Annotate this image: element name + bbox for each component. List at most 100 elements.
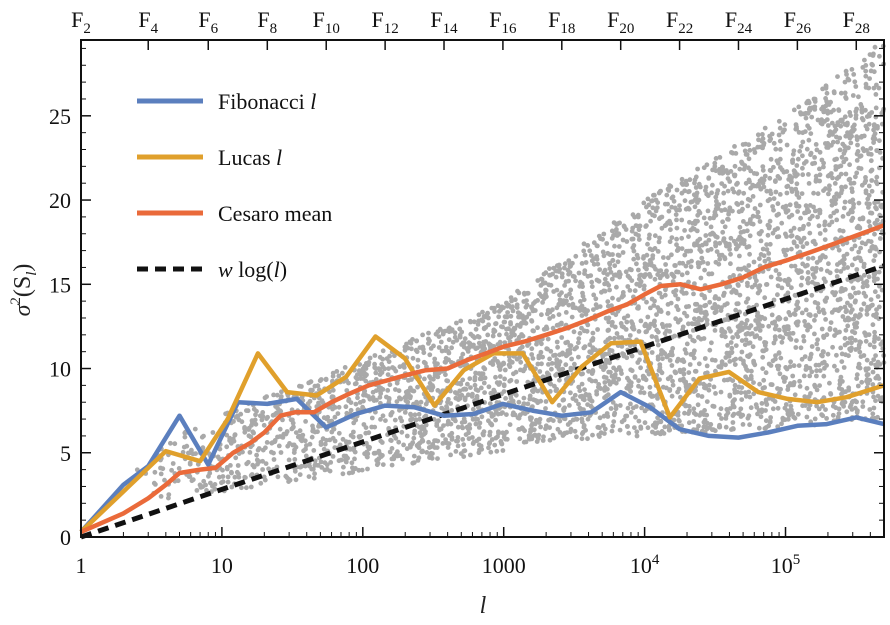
- scatter-point: [722, 256, 728, 262]
- scatter-point: [476, 450, 482, 456]
- scatter-point: [868, 297, 874, 302]
- scatter-point: [834, 134, 839, 140]
- scatter-point: [623, 227, 629, 232]
- scatter-point: [843, 184, 848, 190]
- scatter-point: [253, 412, 258, 418]
- scatter-point: [508, 321, 513, 327]
- scatter-point: [730, 399, 736, 405]
- scatter-point: [696, 423, 701, 429]
- scatter-point: [868, 146, 874, 151]
- scatter-point: [788, 359, 793, 365]
- scatter-point: [628, 380, 634, 386]
- scatter-point: [596, 382, 602, 387]
- scatter-point: [718, 389, 724, 395]
- scatter-point: [819, 106, 824, 112]
- scatter-point: [352, 449, 358, 455]
- scatter-point: [502, 319, 508, 325]
- scatter-point: [696, 361, 702, 367]
- scatter-point: [864, 357, 870, 363]
- scatter-point: [716, 364, 722, 370]
- scatter-point: [770, 320, 775, 326]
- scatter-point: [802, 210, 807, 216]
- scatter-point: [700, 242, 705, 248]
- scatter-point: [168, 440, 173, 446]
- scatter-point: [864, 311, 870, 317]
- scatter-point: [426, 341, 431, 346]
- scatter-point: [539, 312, 544, 318]
- scatter-point: [496, 431, 501, 436]
- scatter-point: [660, 356, 665, 362]
- scatter-point: [863, 366, 869, 372]
- scatter-point: [547, 389, 553, 394]
- scatter-point: [567, 343, 573, 349]
- scatter-point: [473, 421, 479, 427]
- scatter-point: [805, 327, 810, 333]
- scatter-point: [628, 401, 633, 407]
- scatter-point: [590, 330, 596, 336]
- scatter-point: [556, 262, 562, 268]
- scatter-point: [454, 320, 459, 326]
- scatter-point: [798, 215, 803, 221]
- scatter-point: [793, 201, 799, 207]
- scatter-point: [605, 272, 610, 277]
- scatter-point: [492, 389, 497, 395]
- scatter-point: [654, 312, 659, 317]
- scatter-point: [751, 358, 756, 364]
- scatter-point: [731, 411, 737, 417]
- scatter-point: [307, 441, 313, 447]
- scatter-point: [758, 414, 764, 420]
- scatter-point: [808, 131, 814, 137]
- scatter-point: [659, 294, 665, 300]
- scatter-point: [747, 147, 753, 153]
- scatter-point: [554, 357, 560, 362]
- scatter-point: [521, 299, 527, 304]
- scatter-point: [756, 214, 761, 220]
- scatter-point: [530, 328, 536, 334]
- scatter-point: [840, 314, 846, 319]
- scatter-point: [423, 422, 429, 428]
- scatter-point: [318, 377, 324, 382]
- scatter-point: [769, 131, 775, 137]
- scatter-point: [869, 244, 875, 250]
- scatter-point: [795, 156, 801, 162]
- scatter-point: [853, 298, 858, 304]
- scatter-point: [648, 305, 653, 311]
- scatter-point: [413, 417, 419, 422]
- scatter-point: [659, 225, 665, 231]
- scatter-point: [403, 398, 409, 404]
- scatter-point: [871, 127, 876, 133]
- scatter-point: [246, 425, 252, 431]
- scatter-point: [805, 123, 810, 129]
- scatter-point: [644, 266, 649, 272]
- scatter-point: [360, 376, 366, 381]
- scatter-point: [595, 327, 600, 332]
- scatter-point: [761, 377, 767, 383]
- scatter-point: [606, 378, 612, 384]
- scatter-point: [562, 261, 568, 267]
- scatter-point: [674, 187, 680, 193]
- scatter-point: [802, 319, 807, 324]
- scatter-point: [604, 241, 610, 246]
- scatter-point: [526, 433, 532, 438]
- scatter-point: [796, 104, 802, 110]
- scatter-point: [852, 330, 858, 336]
- scatter-point: [771, 164, 776, 170]
- scatter-point: [793, 307, 799, 313]
- scatter-point: [560, 351, 565, 357]
- scatter-point: [759, 176, 765, 182]
- scatter-point: [452, 330, 458, 336]
- scatter-point: [877, 397, 883, 403]
- scatter-point: [789, 246, 794, 252]
- scatter-point: [471, 439, 477, 445]
- scatter-point: [408, 340, 414, 346]
- scatter-point: [824, 268, 830, 274]
- scatter-point: [634, 261, 639, 267]
- scatter-point: [162, 477, 167, 483]
- scatter-point: [629, 368, 635, 374]
- scatter-point: [523, 320, 529, 326]
- scatter-point: [696, 316, 702, 321]
- scatter-point: [445, 445, 451, 450]
- scatter-point: [312, 463, 318, 468]
- scatter-point: [839, 154, 845, 160]
- scatter-point: [635, 214, 641, 220]
